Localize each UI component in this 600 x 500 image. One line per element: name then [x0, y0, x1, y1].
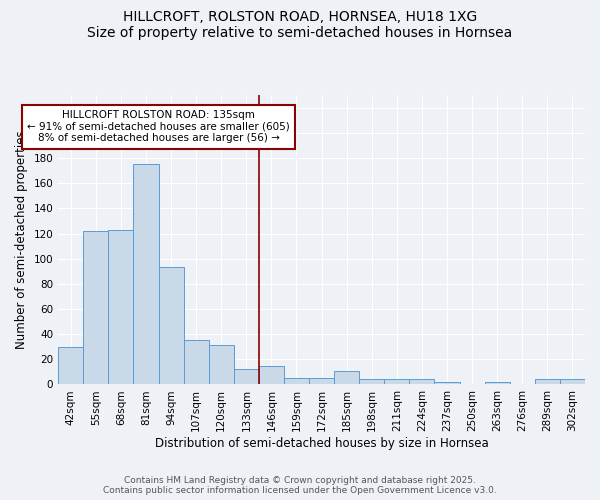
Bar	[234, 370, 259, 384]
Bar	[409, 380, 434, 384]
Text: HILLCROFT ROLSTON ROAD: 135sqm
← 91% of semi-detached houses are smaller (605)
8: HILLCROFT ROLSTON ROAD: 135sqm ← 91% of …	[27, 110, 290, 144]
Bar	[560, 380, 585, 384]
Bar	[133, 164, 158, 384]
Bar	[334, 370, 359, 384]
Bar	[83, 231, 109, 384]
Bar	[259, 366, 284, 384]
Bar	[284, 378, 309, 384]
Bar	[359, 380, 385, 384]
Bar	[209, 346, 234, 385]
Y-axis label: Number of semi-detached properties: Number of semi-detached properties	[15, 130, 28, 349]
Text: HILLCROFT, ROLSTON ROAD, HORNSEA, HU18 1XG
Size of property relative to semi-det: HILLCROFT, ROLSTON ROAD, HORNSEA, HU18 1…	[88, 10, 512, 40]
Bar	[485, 382, 510, 384]
Bar	[535, 380, 560, 384]
Bar	[434, 382, 460, 384]
Bar	[58, 346, 83, 385]
Text: Contains HM Land Registry data © Crown copyright and database right 2025.
Contai: Contains HM Land Registry data © Crown c…	[103, 476, 497, 495]
X-axis label: Distribution of semi-detached houses by size in Hornsea: Distribution of semi-detached houses by …	[155, 437, 488, 450]
Bar	[158, 268, 184, 384]
Bar	[109, 230, 133, 384]
Bar	[184, 340, 209, 384]
Bar	[385, 380, 409, 384]
Bar	[309, 378, 334, 384]
